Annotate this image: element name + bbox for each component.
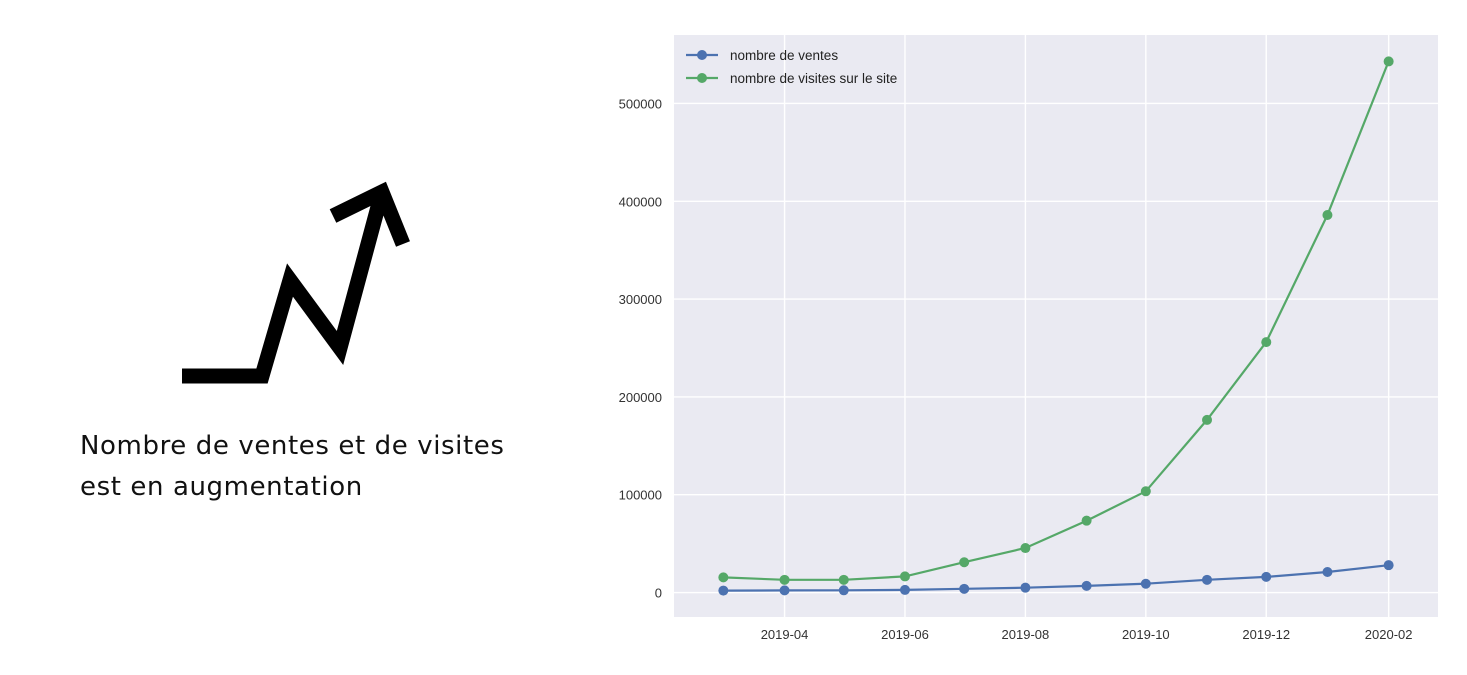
- trend-up-arrow-icon: [182, 181, 410, 384]
- data-point: [1322, 209, 1333, 220]
- data-point: [899, 584, 910, 595]
- data-point: [959, 583, 970, 594]
- data-point: [718, 585, 729, 596]
- caption-line-1: Nombre de ventes et de visites: [80, 431, 505, 461]
- data-point: [1140, 578, 1151, 589]
- data-point: [959, 557, 970, 568]
- y-tick-label: 500000: [619, 96, 662, 111]
- legend-marker-2: [697, 73, 707, 83]
- data-point: [1202, 414, 1213, 425]
- data-point: [838, 574, 849, 585]
- data-point: [1081, 580, 1092, 591]
- data-point: [1140, 486, 1151, 497]
- y-tick-label: 300000: [619, 292, 662, 307]
- x-tick-label: 2020-02: [1365, 627, 1413, 642]
- data-point: [1383, 56, 1394, 67]
- y-tick-label: 400000: [619, 194, 662, 209]
- data-point: [1383, 560, 1394, 571]
- legend-label-2: nombre de visites sur le site: [730, 71, 897, 86]
- series-line-1: [723, 564, 1389, 592]
- y-tick-label: 100000: [619, 488, 662, 503]
- y-tick-label: 200000: [619, 390, 662, 405]
- data-point: [1261, 337, 1272, 348]
- x-tick-label: 2019-08: [1002, 627, 1050, 642]
- line-chart: 2019-04 2019-06 2019-08 2019-10 2019-12 2020-…: [619, 35, 1438, 642]
- data-point: [1202, 574, 1213, 585]
- plot-area: [674, 35, 1438, 617]
- legend-marker-1: [697, 50, 707, 60]
- data-point: [779, 574, 790, 585]
- data-point: [1322, 567, 1333, 578]
- data-point: [1020, 543, 1031, 554]
- data-point: [779, 585, 790, 596]
- data-point: [838, 585, 849, 596]
- x-tick-label: 2019-10: [1122, 627, 1170, 642]
- caption-line-2: est en augmentation: [80, 472, 363, 502]
- data-point: [1261, 571, 1272, 582]
- x-tick-label: 2019-06: [881, 627, 929, 642]
- y-tick-label: 0: [655, 586, 662, 601]
- x-tick-label: 2019-04: [761, 627, 809, 642]
- data-point: [718, 572, 729, 583]
- data-point: [1081, 515, 1092, 526]
- series-line-2: [723, 60, 1390, 581]
- data-point: [1020, 582, 1031, 593]
- legend-label-1: nombre de ventes: [730, 48, 838, 63]
- caption: Nombre de ventes et de visites est en au…: [80, 426, 560, 508]
- x-tick-label: 2019-12: [1242, 627, 1290, 642]
- data-point: [899, 571, 910, 582]
